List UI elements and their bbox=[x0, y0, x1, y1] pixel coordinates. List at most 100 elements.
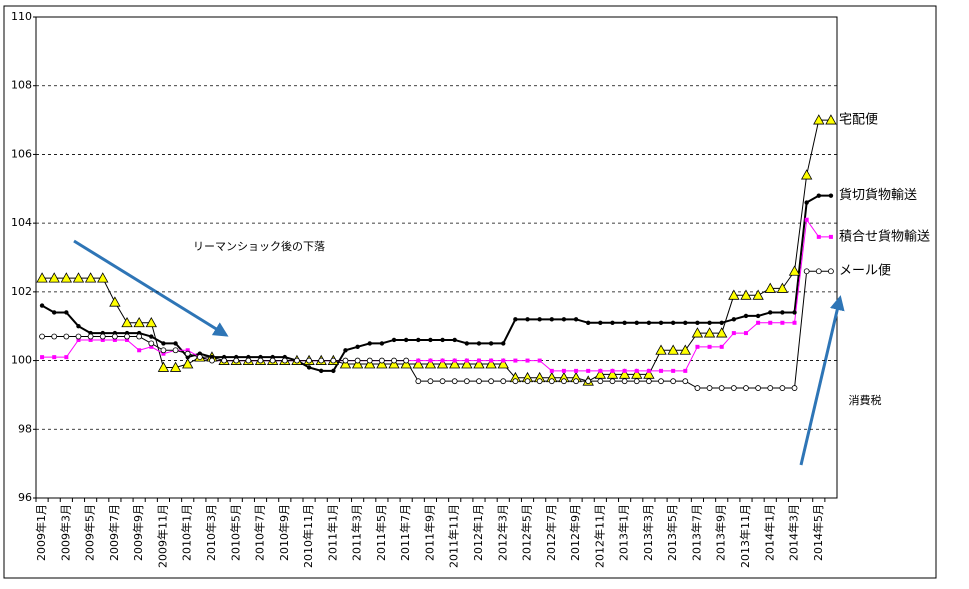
marker bbox=[549, 368, 554, 373]
marker bbox=[63, 333, 70, 340]
marker bbox=[756, 320, 761, 325]
marker bbox=[703, 327, 716, 338]
marker bbox=[355, 344, 360, 350]
marker bbox=[476, 378, 482, 385]
marker bbox=[84, 272, 97, 283]
marker bbox=[400, 358, 412, 369]
marker bbox=[694, 385, 701, 391]
marker bbox=[403, 357, 410, 364]
marker bbox=[497, 358, 509, 369]
marker bbox=[719, 344, 724, 349]
marker bbox=[788, 265, 801, 276]
marker bbox=[281, 357, 288, 364]
marker bbox=[512, 378, 519, 385]
x-tick-label: 2009年1月 bbox=[34, 504, 48, 561]
marker bbox=[149, 344, 154, 349]
marker bbox=[257, 357, 264, 364]
marker bbox=[776, 282, 789, 293]
x-tick-label: 2010年3月 bbox=[204, 504, 218, 561]
x-tick-label: 2012年5月 bbox=[520, 504, 534, 561]
x-tick-label: 2014年5月 bbox=[811, 504, 825, 561]
marker bbox=[449, 358, 461, 369]
marker bbox=[331, 368, 336, 374]
marker bbox=[764, 282, 776, 293]
annotation: 消費税 bbox=[849, 393, 882, 407]
marker bbox=[622, 320, 627, 325]
marker bbox=[609, 378, 616, 385]
marker bbox=[87, 333, 94, 340]
marker bbox=[524, 378, 531, 385]
marker bbox=[294, 357, 300, 364]
marker bbox=[768, 310, 773, 315]
marker bbox=[476, 341, 482, 346]
marker bbox=[780, 320, 785, 325]
marker bbox=[828, 193, 834, 198]
marker bbox=[184, 350, 191, 357]
marker bbox=[695, 344, 700, 349]
marker bbox=[658, 378, 664, 385]
marker bbox=[416, 337, 421, 343]
marker bbox=[343, 348, 348, 353]
marker bbox=[667, 344, 679, 355]
y-tick-label: 104 bbox=[11, 216, 32, 229]
marker bbox=[561, 317, 567, 322]
marker bbox=[145, 316, 157, 328]
marker bbox=[148, 340, 155, 347]
marker bbox=[464, 358, 469, 363]
marker bbox=[828, 234, 833, 239]
x-tick-label: 2009年11月 bbox=[155, 504, 169, 568]
marker bbox=[221, 357, 228, 364]
marker bbox=[196, 354, 203, 361]
series-label: 貨切貨物輸送 bbox=[839, 187, 917, 203]
marker bbox=[440, 358, 445, 363]
marker bbox=[428, 337, 433, 343]
marker bbox=[436, 358, 449, 369]
y-tick-label: 108 bbox=[11, 79, 32, 92]
marker bbox=[366, 357, 373, 364]
x-tick-label: 2012年9月 bbox=[568, 504, 582, 561]
series-label: メール便 bbox=[839, 264, 891, 279]
marker bbox=[489, 358, 494, 363]
marker bbox=[185, 348, 190, 353]
marker bbox=[388, 358, 400, 369]
marker bbox=[549, 317, 554, 322]
marker bbox=[182, 358, 194, 369]
x-tick-label: 2013年11月 bbox=[738, 504, 752, 568]
x-tick-label: 2011年7月 bbox=[398, 504, 412, 561]
marker bbox=[416, 358, 421, 363]
marker bbox=[718, 385, 725, 391]
marker bbox=[719, 320, 724, 325]
x-tick-label: 2011年5月 bbox=[374, 504, 388, 561]
marker bbox=[75, 333, 82, 340]
marker bbox=[427, 378, 434, 385]
marker bbox=[318, 357, 325, 364]
marker bbox=[828, 268, 834, 275]
x-tick-label: 2009年3月 bbox=[58, 504, 72, 561]
marker bbox=[597, 378, 604, 385]
marker bbox=[585, 378, 592, 385]
marker bbox=[351, 358, 364, 369]
marker bbox=[598, 320, 603, 325]
marker bbox=[112, 337, 117, 342]
marker bbox=[133, 316, 145, 328]
marker bbox=[440, 337, 445, 343]
marker bbox=[716, 327, 728, 338]
x-tick-label: 2012年11月 bbox=[592, 504, 606, 568]
marker bbox=[743, 385, 749, 391]
marker bbox=[500, 378, 507, 385]
marker bbox=[52, 355, 57, 360]
y-tick-label: 102 bbox=[11, 285, 32, 298]
marker bbox=[48, 272, 60, 283]
arrow bbox=[799, 295, 845, 466]
marker bbox=[319, 368, 324, 374]
marker bbox=[125, 337, 130, 342]
marker bbox=[513, 358, 518, 363]
marker bbox=[379, 341, 385, 346]
marker bbox=[172, 347, 179, 354]
marker bbox=[800, 169, 813, 180]
marker bbox=[100, 337, 105, 342]
marker bbox=[473, 358, 485, 369]
marker bbox=[731, 331, 736, 336]
marker bbox=[451, 378, 458, 385]
marker bbox=[452, 337, 457, 343]
